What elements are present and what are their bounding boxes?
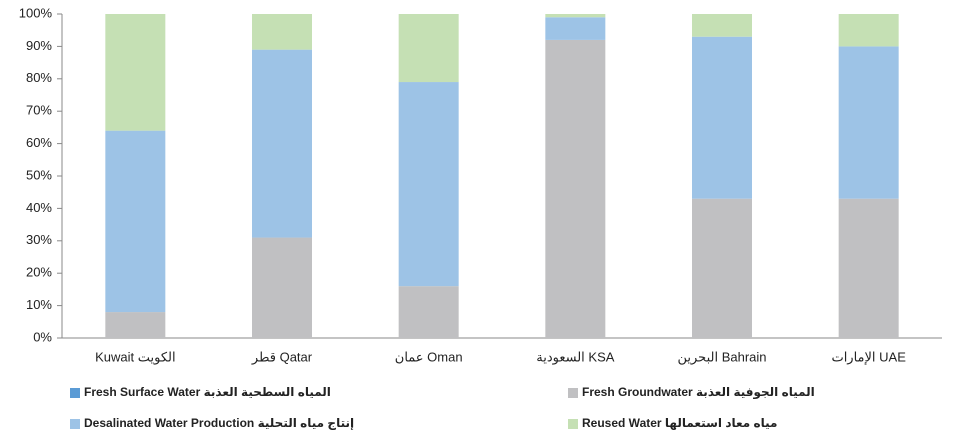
x-tick-label: الإمارات UAE [831,349,906,365]
bar-segment [545,14,606,18]
y-tick-label: 80% [26,70,52,85]
bar-segment [252,49,312,238]
legend-swatch [568,419,578,429]
bar-segment [252,237,312,338]
legend-text: Reused Water مياه معاد استعمالها [582,416,777,430]
bar-segment [398,286,459,338]
legend-swatch [568,388,578,398]
x-tick-label: البحرين Bahrain [678,349,767,365]
y-tick-label: 50% [26,167,52,182]
bar-segment [545,17,606,40]
y-tick-label: 20% [26,265,52,280]
bar-segment [398,14,459,83]
bar-segment [105,14,166,131]
legend-swatch [70,419,80,429]
bar-segment [545,39,606,339]
bar-segment [692,14,752,37]
x-tick-label: السعودية KSA [536,349,615,365]
bar-segment [838,14,899,47]
bar-segment [105,130,166,313]
bar-segment [105,312,166,338]
bar-segment [692,198,752,338]
y-tick-label: 100% [19,5,53,20]
legend-swatch [70,388,80,398]
legend-text: Fresh Groundwater المياه الجوفية العذبة [582,385,815,400]
y-tick-label: 90% [26,38,52,53]
y-tick-label: 60% [26,135,52,150]
y-tick-label: 10% [26,297,52,312]
bar-segment [838,46,899,199]
legend-text: Desalinated Water Production إنتاج مياه … [84,416,354,430]
y-tick-label: 30% [26,232,52,247]
y-tick-label: 40% [26,200,52,215]
legend-text: Fresh Surface Water المياه السطحية العذب… [84,385,331,399]
x-tick-label: Kuwait الكويت [95,349,176,365]
bar-segment [398,82,459,287]
x-tick-label: عمان Oman [395,349,463,364]
y-tick-label: 70% [26,103,52,118]
bar-segment [838,198,899,338]
bar-segment [692,36,752,199]
x-tick-label: قطر Qatar [251,349,313,365]
y-tick-label: 0% [33,329,52,344]
bar-segment [252,14,312,50]
